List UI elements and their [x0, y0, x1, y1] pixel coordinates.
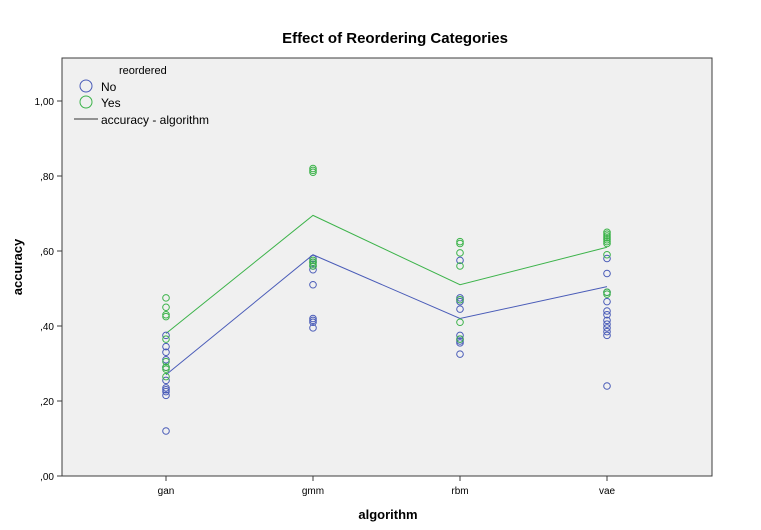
data-point-no	[603, 297, 611, 306]
data-point-no	[603, 310, 611, 319]
data-point-no	[309, 280, 317, 289]
chart-title: Effect of Reordering Categories	[282, 30, 508, 47]
data-point-no	[603, 327, 611, 336]
legend-yes-marker	[79, 95, 93, 109]
legend-yes-label: Yes	[101, 96, 121, 110]
data-point-no	[309, 314, 317, 323]
series-line-yes	[165, 214, 608, 334]
data-point-yes	[456, 262, 464, 270]
data-point-yes	[162, 335, 170, 343]
legend-title: reordered	[119, 65, 167, 77]
y-tick-label: ,40	[40, 322, 54, 333]
x-axis: gan gmm rbm vae	[158, 476, 616, 497]
data-point-no	[309, 265, 317, 274]
y-tick-label: ,80	[40, 172, 54, 183]
data-point-no	[603, 269, 611, 278]
y-tick-label: ,20	[40, 397, 54, 408]
data-point-no	[603, 254, 611, 263]
y-tick-label: ,00	[40, 472, 54, 483]
data-point-no	[456, 256, 464, 265]
x-tick-label: gan	[158, 486, 175, 497]
x-tick-label: gmm	[302, 486, 324, 497]
series-lines	[165, 214, 608, 376]
data-point-no	[162, 384, 170, 392]
data-point-no	[603, 307, 611, 315]
data-point-yes	[162, 310, 170, 319]
x-tick-label: vae	[599, 486, 616, 497]
data-point-no	[603, 324, 611, 332]
data-point-no	[162, 331, 170, 340]
plot-area	[61, 57, 713, 477]
y-tick-label: ,60	[40, 247, 54, 258]
y-axis-title: accuracy	[10, 238, 25, 295]
data-point-no	[162, 391, 170, 400]
data-point-no	[603, 316, 611, 325]
data-point-yes	[162, 372, 170, 381]
series-points	[162, 164, 611, 435]
y-axis: ,00 ,20 ,40 ,60 ,80 1,00	[35, 97, 62, 483]
data-point-no	[456, 331, 464, 340]
legend-no-marker	[79, 79, 93, 93]
series-line-no	[165, 254, 608, 376]
data-point-no	[162, 376, 170, 385]
data-point-no	[162, 427, 170, 435]
data-point-yes	[603, 288, 611, 297]
data-point-yes	[603, 228, 611, 237]
legend-no-label: No	[101, 80, 117, 94]
data-point-no	[309, 324, 317, 332]
legend-line-label: accuracy - algorithm	[101, 113, 209, 127]
data-point-yes	[456, 295, 464, 304]
y-tick-label: 1,00	[35, 97, 55, 108]
data-point-yes	[456, 237, 464, 246]
data-point-no	[603, 382, 611, 390]
legend: reordered No Yes accuracy - algorithm	[74, 65, 209, 127]
data-point-yes	[603, 250, 611, 259]
x-axis-title: algorithm	[358, 507, 417, 522]
data-point-yes	[309, 256, 317, 265]
data-point-yes	[309, 164, 317, 173]
data-point-no	[456, 305, 464, 313]
data-point-yes	[162, 357, 170, 366]
data-point-yes	[162, 363, 170, 372]
data-point-no	[162, 342, 170, 351]
data-point-yes	[456, 249, 464, 257]
data-point-yes	[456, 318, 464, 327]
data-point-no	[456, 350, 464, 358]
data-point-yes	[456, 335, 464, 343]
data-point-yes	[162, 294, 170, 302]
data-point-no	[162, 348, 170, 357]
data-point-no	[603, 331, 611, 340]
data-point-yes	[162, 303, 170, 312]
data-point-no	[603, 320, 611, 328]
x-tick-label: rbm	[451, 486, 468, 497]
